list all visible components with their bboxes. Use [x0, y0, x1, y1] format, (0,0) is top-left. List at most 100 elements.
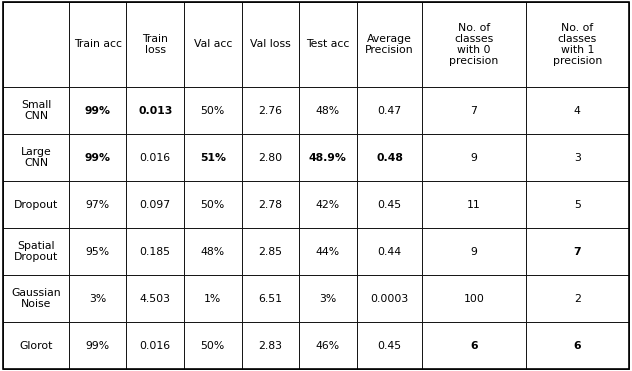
Text: Val loss: Val loss [250, 39, 291, 49]
Bar [526, 181, 629, 228]
Bar [3, 2, 69, 87]
Text: Spatial
Dropout: Spatial Dropout [14, 241, 58, 262]
Bar [241, 181, 299, 228]
Bar [356, 228, 422, 275]
Bar [69, 275, 126, 322]
Text: Val acc: Val acc [193, 39, 232, 49]
Bar [3, 275, 69, 322]
Text: 9: 9 [471, 152, 477, 162]
Text: Gaussian
Noise: Gaussian Noise [11, 288, 61, 309]
Bar [69, 322, 126, 369]
Bar [422, 134, 526, 181]
Text: 0.097: 0.097 [140, 200, 171, 210]
Text: 1%: 1% [204, 293, 221, 303]
Bar [69, 228, 126, 275]
Bar [3, 322, 69, 369]
Text: Small
CNN: Small CNN [21, 100, 51, 121]
Bar [356, 275, 422, 322]
Text: 51%: 51% [200, 152, 226, 162]
Text: Dropout: Dropout [14, 200, 58, 210]
Bar [69, 134, 126, 181]
Text: 46%: 46% [316, 341, 340, 351]
Bar [69, 2, 126, 87]
Bar [299, 228, 356, 275]
Bar [69, 87, 126, 134]
Bar [422, 2, 526, 87]
Bar [526, 228, 629, 275]
Text: 0.44: 0.44 [377, 247, 401, 257]
Bar [299, 2, 356, 87]
Text: No. of
classes
with 1
precision: No. of classes with 1 precision [552, 23, 602, 66]
Bar [126, 322, 184, 369]
Text: Average
Precision: Average Precision [365, 34, 414, 55]
Text: 6: 6 [573, 341, 581, 351]
Text: 0.48: 0.48 [376, 152, 403, 162]
Bar [422, 322, 526, 369]
Bar [184, 87, 241, 134]
Text: 97%: 97% [85, 200, 110, 210]
Text: 3: 3 [574, 152, 581, 162]
Text: 50%: 50% [200, 105, 225, 115]
Bar [299, 181, 356, 228]
Bar [299, 275, 356, 322]
Text: 11: 11 [467, 200, 481, 210]
Bar [241, 2, 299, 87]
Bar [356, 2, 422, 87]
Text: 3%: 3% [319, 293, 336, 303]
Text: 4.503: 4.503 [140, 293, 171, 303]
Text: 0.185: 0.185 [140, 247, 171, 257]
Text: 9: 9 [471, 247, 477, 257]
Bar [126, 228, 184, 275]
Bar [299, 87, 356, 134]
Bar [241, 87, 299, 134]
Text: 0.45: 0.45 [377, 200, 401, 210]
Text: 42%: 42% [316, 200, 340, 210]
Text: 2.80: 2.80 [258, 152, 283, 162]
Text: Train
loss: Train loss [142, 34, 168, 55]
Text: 0.0003: 0.0003 [370, 293, 409, 303]
Bar [422, 87, 526, 134]
Bar [422, 181, 526, 228]
Text: 3%: 3% [89, 293, 106, 303]
Bar [3, 228, 69, 275]
Bar [241, 322, 299, 369]
Bar [356, 181, 422, 228]
Text: 100: 100 [463, 293, 484, 303]
Text: 48.9%: 48.9% [309, 152, 347, 162]
Bar [184, 181, 241, 228]
Text: 7: 7 [573, 247, 581, 257]
Text: Glorot: Glorot [20, 341, 52, 351]
Bar [184, 2, 241, 87]
Bar [3, 181, 69, 228]
Bar [241, 228, 299, 275]
Text: 2.76: 2.76 [258, 105, 283, 115]
Bar [356, 134, 422, 181]
Text: 50%: 50% [200, 341, 225, 351]
Text: 5: 5 [574, 200, 581, 210]
Bar [126, 275, 184, 322]
Bar [422, 228, 526, 275]
Text: 99%: 99% [85, 105, 111, 115]
Bar [184, 228, 241, 275]
Bar [126, 87, 184, 134]
Text: 0.016: 0.016 [140, 341, 171, 351]
Text: 6: 6 [470, 341, 478, 351]
Text: 2.78: 2.78 [258, 200, 283, 210]
Text: 0.45: 0.45 [377, 341, 401, 351]
Bar [526, 275, 629, 322]
Text: 0.013: 0.013 [138, 105, 173, 115]
Text: Test acc: Test acc [306, 39, 349, 49]
Bar [299, 134, 356, 181]
Text: 0.016: 0.016 [140, 152, 171, 162]
Text: 99%: 99% [85, 341, 110, 351]
Bar [184, 134, 241, 181]
Bar [526, 134, 629, 181]
Bar [184, 275, 241, 322]
Text: 48%: 48% [316, 105, 340, 115]
Text: 99%: 99% [85, 152, 111, 162]
Text: 0.47: 0.47 [377, 105, 401, 115]
Bar [356, 322, 422, 369]
Bar [422, 275, 526, 322]
Bar [126, 134, 184, 181]
Bar [299, 322, 356, 369]
